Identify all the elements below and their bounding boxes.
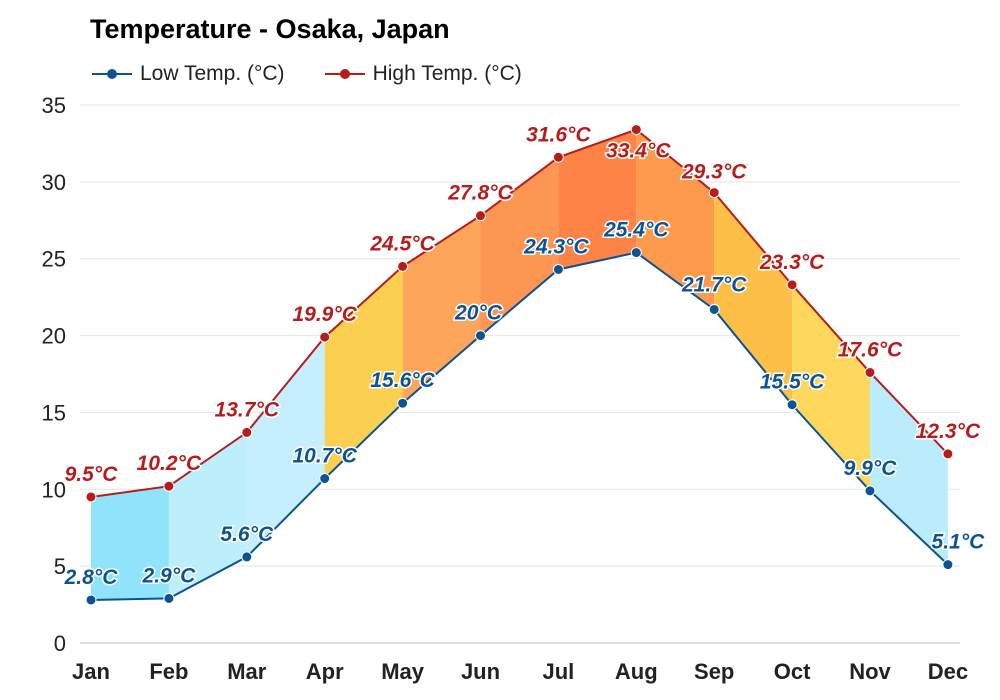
- high-temp-label: 29.3°C: [681, 161, 747, 184]
- high-temp-point: [786, 279, 798, 291]
- high-temp-point: [552, 151, 564, 163]
- low-temp-point: [85, 594, 97, 606]
- y-tick-label: 25: [42, 247, 66, 272]
- high-temp-point: [864, 366, 876, 378]
- temperature-band: [402, 215, 481, 404]
- y-tick-label: 20: [42, 324, 66, 349]
- x-tick-label: May: [381, 659, 425, 684]
- low-temp-line: [90, 251, 949, 601]
- y-tick-label: 0: [54, 631, 66, 656]
- y-tick-label: 15: [42, 400, 66, 425]
- y-tick-label: 30: [42, 170, 66, 195]
- low-temp-label: 24.3°C: [523, 235, 589, 258]
- high-temp-point: [708, 187, 720, 199]
- high-temp-label: 24.5°C: [369, 232, 435, 255]
- legend-swatch-low-icon: [92, 67, 132, 81]
- low-temp-point: [942, 559, 954, 571]
- high-temp-label: 10.2°C: [137, 452, 202, 475]
- temperature-band: [246, 337, 325, 557]
- legend-label-low: Low Temp. (°C): [140, 62, 285, 85]
- high-temp-label: 33.4°C: [606, 140, 671, 163]
- x-tick-label: Apr: [306, 659, 344, 684]
- low-temp-point: [552, 263, 564, 275]
- low-temp-label: 25.4°C: [603, 219, 669, 242]
- low-temp-point: [708, 303, 720, 315]
- low-temp-label: 15.6°C: [370, 369, 435, 392]
- temperature-band: [636, 129, 715, 310]
- high-temp-point: [397, 260, 409, 272]
- high-temp-label: 31.6°C: [526, 123, 591, 146]
- chart-title: Temperature - Osaka, Japan: [90, 14, 450, 44]
- legend-item-low[interactable]: Low Temp. (°C): [92, 62, 285, 86]
- low-temp-label: 20°C: [454, 302, 503, 325]
- high-temp-label: 12.3°C: [916, 420, 981, 443]
- x-tick-label: Jul: [543, 659, 575, 684]
- temperature-band: [870, 372, 948, 565]
- y-tick-label: 5: [54, 554, 66, 579]
- low-temp-point: [786, 399, 798, 411]
- low-temp-label: 9.9°C: [844, 457, 898, 480]
- high-temp-label: 9.5°C: [65, 463, 119, 486]
- high-temp-label: 17.6°C: [838, 338, 903, 361]
- temperature-band: [714, 192, 793, 405]
- legend-label-high: High Temp. (°C): [372, 62, 522, 85]
- x-tick-label: Sep: [694, 659, 734, 684]
- high-temp-label: 19.9°C: [292, 303, 357, 326]
- high-temp-line: [90, 128, 949, 498]
- low-temp-point: [163, 592, 175, 604]
- legend-item-high[interactable]: High Temp. (°C): [324, 62, 522, 86]
- temperature-band: [91, 486, 169, 600]
- low-temp-point: [397, 397, 409, 409]
- x-tick-label: Nov: [849, 659, 891, 684]
- y-tick-label: 10: [42, 477, 66, 502]
- x-tick-label: Jan: [72, 659, 110, 684]
- low-temp-label: 5.1°C: [932, 531, 986, 554]
- high-temp-point: [475, 210, 486, 222]
- high-temp-point: [942, 448, 954, 460]
- low-temp-label: 5.6°C: [220, 523, 274, 546]
- legend-swatch-high-icon: [324, 67, 365, 81]
- low-temp-label: 2.9°C: [142, 564, 197, 587]
- legend: Low Temp. (°C) High Temp. (°C): [92, 60, 522, 88]
- low-temp-label: 15.5°C: [760, 371, 825, 394]
- high-temp-point: [85, 491, 97, 503]
- high-temp-point: [241, 426, 253, 438]
- low-temp-point: [319, 473, 331, 485]
- high-temp-label: 27.8°C: [447, 182, 513, 205]
- temperature-band: [558, 129, 637, 270]
- low-temp-point: [864, 485, 876, 497]
- low-temp-label: 10.7°C: [292, 445, 357, 468]
- high-temp-point: [163, 480, 175, 492]
- x-tick-label: Jun: [461, 659, 500, 684]
- low-temp-label: 2.8°C: [64, 566, 119, 589]
- x-tick-label: Oct: [774, 659, 811, 684]
- low-temp-label: 21.7°C: [681, 273, 747, 296]
- x-tick-label: Feb: [149, 659, 188, 684]
- high-temp-point: [630, 124, 642, 136]
- high-temp-label: 23.3°C: [759, 251, 825, 274]
- low-temp-point: [241, 551, 253, 563]
- x-tick-label: Aug: [615, 659, 658, 684]
- temperature-band: [792, 284, 870, 491]
- high-temp-label: 13.7°C: [215, 398, 280, 421]
- x-tick-label: Dec: [928, 659, 968, 684]
- high-temp-point: [319, 331, 331, 343]
- y-tick-label: 35: [42, 93, 66, 118]
- low-temp-point: [630, 247, 642, 259]
- x-tick-label: Mar: [227, 659, 267, 684]
- low-temp-point: [475, 330, 486, 342]
